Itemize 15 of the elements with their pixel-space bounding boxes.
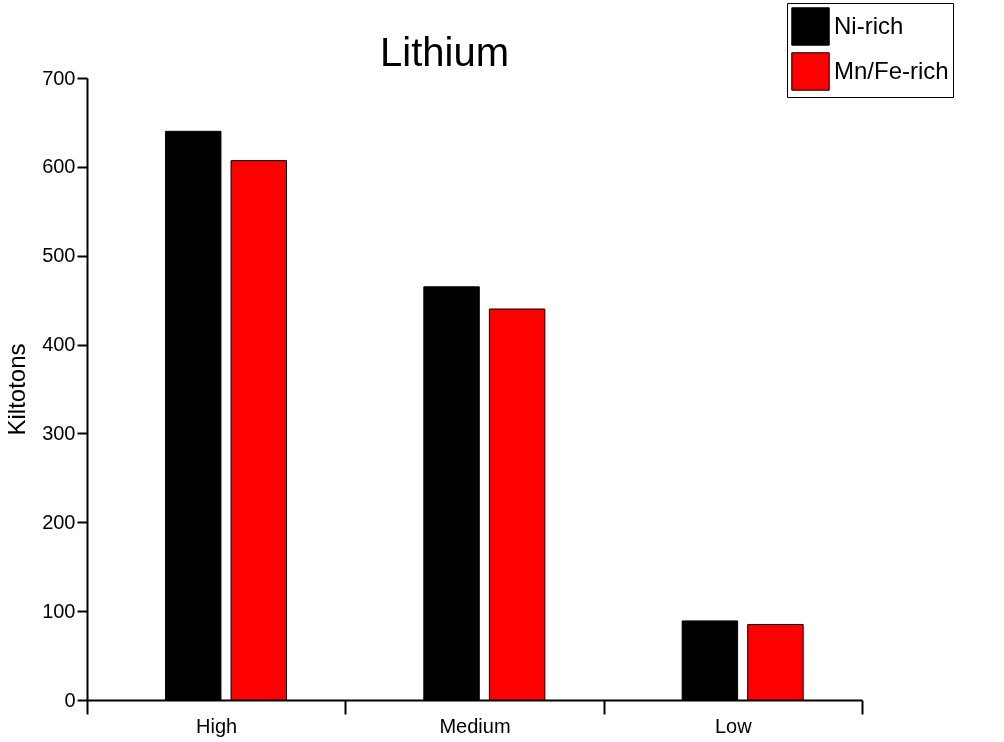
legend-label: Ni-rich — [834, 11, 904, 39]
chart-title: Lithium — [380, 30, 509, 74]
legend-label: Mn/Fe-rich — [834, 56, 949, 84]
y-tick-label: 400 — [42, 333, 76, 356]
y-tick-label: 100 — [42, 599, 76, 622]
y-axis-title: Kiltotons — [3, 343, 31, 436]
y-tick-label: 0 — [64, 688, 76, 711]
y-tick-label: 300 — [42, 421, 76, 444]
y-tick-label: 700 — [42, 66, 76, 89]
y-tick-label: 500 — [42, 244, 76, 267]
x-tick-label: Medium — [439, 714, 511, 737]
y-tick-label: 600 — [42, 155, 76, 178]
x-tick-label: High — [196, 714, 238, 737]
x-tick-label: Low — [714, 714, 753, 737]
y-tick-label: 200 — [42, 510, 76, 533]
